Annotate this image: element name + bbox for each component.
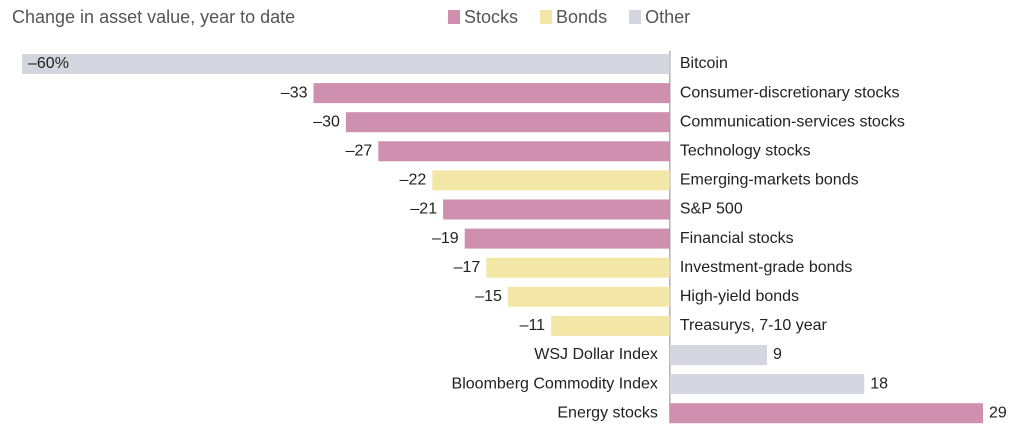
- value-label: 18: [870, 375, 888, 392]
- category-label: Bloomberg Commodity Index: [452, 375, 658, 392]
- bar: [507, 286, 670, 307]
- category-label: Financial stocks: [680, 230, 794, 247]
- bar: [464, 228, 670, 249]
- category-label: High-yield bonds: [680, 288, 799, 305]
- bar: [443, 199, 670, 220]
- value-label: –60%: [28, 55, 69, 72]
- category-label: Communication-services stocks: [680, 113, 905, 130]
- value-label: –30: [313, 113, 340, 130]
- legend-label: Bonds: [556, 7, 607, 27]
- chart-title: Change in asset value, year to date: [12, 7, 295, 27]
- legend: Stocks Bonds Other: [448, 7, 690, 27]
- category-label: Energy stocks: [557, 404, 657, 421]
- legend-swatch: [448, 10, 460, 24]
- value-label: 29: [989, 404, 1007, 421]
- value-label: –15: [475, 288, 502, 305]
- value-label: –27: [346, 143, 373, 160]
- category-label: Investment-grade bonds: [680, 259, 853, 276]
- bar: [551, 315, 670, 336]
- category-label: WSJ Dollar Index: [534, 346, 658, 363]
- legend-swatch: [629, 10, 642, 24]
- value-label: –11: [520, 317, 546, 334]
- bar: [432, 170, 670, 191]
- category-label: Emerging-markets bonds: [680, 172, 859, 189]
- bar: [378, 141, 670, 162]
- legend-swatch: [540, 10, 553, 24]
- bar: [669, 403, 983, 424]
- legend-label: Other: [645, 7, 690, 27]
- legend-label: Stocks: [464, 7, 518, 27]
- category-label: Bitcoin: [680, 55, 728, 72]
- bar: [313, 83, 670, 104]
- value-label: –21: [410, 201, 437, 218]
- bar: [22, 54, 670, 74]
- bar: [669, 374, 865, 395]
- value-label: –19: [432, 230, 459, 247]
- bar: [345, 112, 670, 133]
- value-label: –17: [454, 259, 481, 276]
- category-label: S&P 500: [680, 201, 743, 218]
- category-label: Treasurys, 7-10 year: [680, 317, 828, 334]
- value-label: –22: [400, 172, 427, 189]
- bar: [486, 257, 670, 278]
- category-label: Consumer-discretionary stocks: [680, 84, 900, 101]
- category-label: Technology stocks: [680, 143, 811, 160]
- value-label: –33: [281, 84, 308, 101]
- bar: [669, 345, 768, 365]
- value-label: 9: [773, 346, 782, 363]
